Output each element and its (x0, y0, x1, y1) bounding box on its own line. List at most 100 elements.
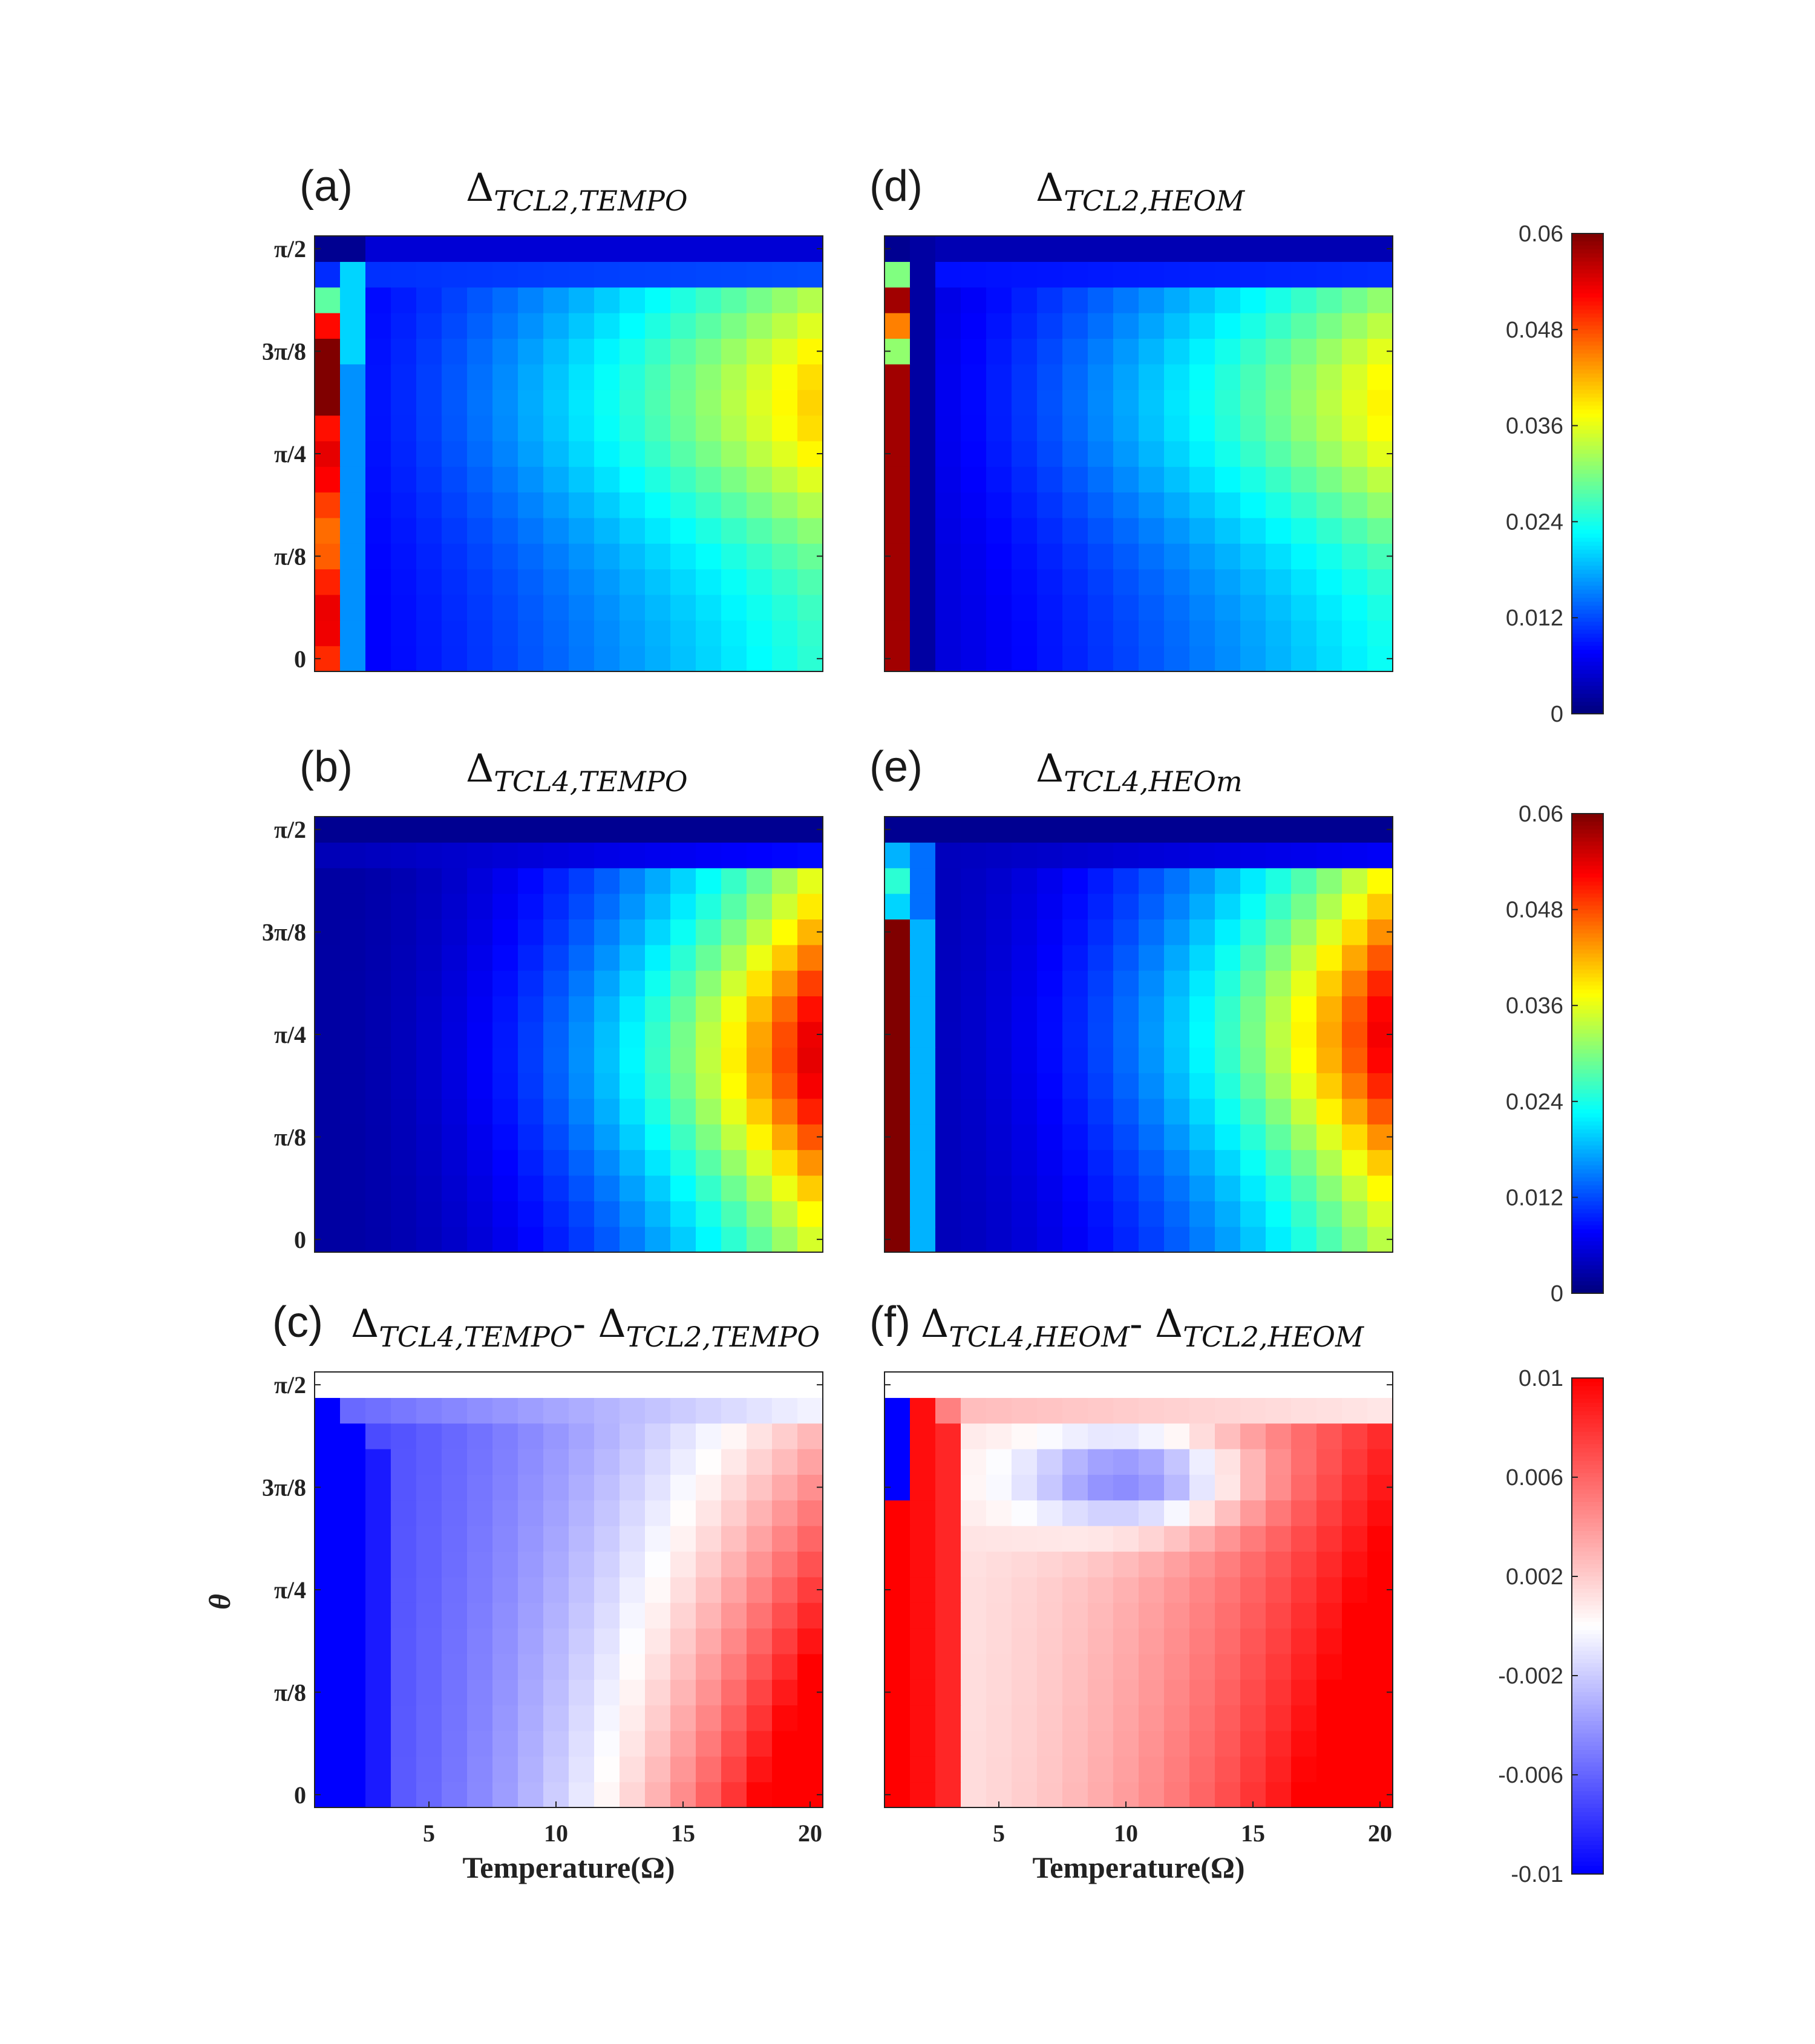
heatmap-cell (696, 364, 722, 390)
colorbar-segment (1572, 1213, 1603, 1218)
heatmap-cell (1342, 645, 1368, 672)
heatmap-cell (986, 492, 1012, 518)
heatmap-cell (569, 261, 595, 288)
heatmap-cell (340, 1653, 366, 1680)
heatmap-cell (1266, 867, 1292, 894)
heatmap-cell (492, 313, 518, 339)
colorbar-segment (1572, 814, 1603, 818)
heatmap-cell (518, 1576, 544, 1603)
heatmap-cell (696, 1526, 722, 1552)
heatmap-cell (620, 236, 646, 262)
heatmap-cell (1113, 1047, 1139, 1074)
heatmap-cell (645, 517, 671, 544)
heatmap-cell (569, 1756, 595, 1783)
colorbar-segment (1572, 1161, 1603, 1166)
heatmap-cell (569, 313, 595, 339)
heatmap-cell (1266, 390, 1292, 416)
heatmap-cell (340, 867, 366, 894)
heatmap-cell (1088, 287, 1114, 313)
heatmap-cell (797, 594, 823, 621)
colorbar-segment (1572, 1415, 1603, 1420)
heatmap-cell (1062, 893, 1088, 920)
heatmap-cell (1088, 594, 1114, 621)
heatmap-cell (391, 1372, 417, 1398)
heatmap-cell (1240, 944, 1266, 971)
colorbar-segment (1572, 1241, 1603, 1246)
heatmap-cell (910, 996, 936, 1022)
heatmap-cell (1113, 440, 1139, 467)
heatmap-cell (1189, 364, 1215, 390)
heatmap-cell (1240, 1730, 1266, 1757)
heatmap-cell (365, 645, 391, 672)
heatmap-cell (645, 1526, 671, 1552)
heatmap-cell (1215, 261, 1241, 288)
heatmap-cell (1342, 1551, 1368, 1578)
heatmap-cell (1139, 842, 1165, 869)
heatmap-cell (391, 415, 417, 442)
heatmap-cell (594, 1602, 620, 1629)
colorbar-segment (1572, 1663, 1603, 1668)
colorbar-segment (1572, 305, 1603, 310)
heatmap-cell (365, 1449, 391, 1475)
heatmap-cell (1367, 1602, 1393, 1629)
heatmap-cell (518, 1449, 544, 1475)
heatmap-cell (391, 1047, 417, 1074)
heatmap-cell (670, 390, 696, 416)
heatmap-cell (1012, 867, 1038, 894)
heatmap-cell (1088, 1372, 1114, 1398)
heatmap-cell (1342, 1201, 1368, 1227)
heatmap-cell (416, 1653, 442, 1680)
colorbar-segment (1572, 1857, 1603, 1863)
panel-title: ΔTCL4,TEMPO (466, 746, 688, 798)
colorbar-segment (1572, 1750, 1603, 1755)
colorbar-segment (1572, 1249, 1603, 1254)
heatmap-cell (1367, 569, 1393, 595)
heatmap-cell (986, 1021, 1012, 1048)
colorbar-segment (1572, 1021, 1603, 1027)
heatmap-cell (670, 1551, 696, 1578)
heatmap-cell (594, 1474, 620, 1501)
heatmap-cell (1316, 1073, 1342, 1099)
heatmap-cell (1342, 1149, 1368, 1176)
heatmap-cell (961, 620, 987, 647)
heatmap-cell (696, 466, 722, 493)
heatmap-cell (518, 492, 544, 518)
heatmap-cell (986, 919, 1012, 945)
heatmap-cell (492, 1175, 518, 1201)
heatmap-cell (1113, 1021, 1139, 1048)
colorbar-segment (1572, 241, 1603, 246)
heatmap-cell (1215, 313, 1241, 339)
heatmap-cell (620, 1474, 646, 1501)
heatmap-cell (1240, 364, 1266, 390)
colorbar-segment (1572, 837, 1603, 843)
heatmap-cell (391, 466, 417, 493)
heatmap-cell (518, 1500, 544, 1526)
heatmap-cell (442, 492, 468, 518)
heatmap-cell (986, 390, 1012, 416)
heatmap-cell (670, 338, 696, 365)
heatmap-cell (391, 1730, 417, 1757)
heatmap-cell (670, 415, 696, 442)
heatmap-cell (1367, 842, 1393, 869)
heatmap-cell (1266, 1098, 1292, 1125)
heatmap-cell (620, 1423, 646, 1449)
heatmap-cell (747, 1149, 773, 1176)
heatmap-cell (1113, 1576, 1139, 1603)
heatmap-cell (645, 970, 671, 997)
heatmap-cell (620, 364, 646, 390)
heatmap-cell (1266, 1175, 1292, 1201)
heatmap-cell (1266, 338, 1292, 365)
heatmap-cell (1113, 492, 1139, 518)
heatmap-cell (1012, 1047, 1038, 1074)
heatmap-cell (1342, 1124, 1368, 1151)
heatmap-cell (1164, 492, 1190, 518)
heatmap-cell (391, 287, 417, 313)
heatmap-cell (1012, 440, 1038, 467)
colorbar-segment (1572, 705, 1603, 711)
heatmap-cell (1266, 1149, 1292, 1176)
heatmap-cell (1367, 1526, 1393, 1552)
heatmap-cell (467, 620, 493, 647)
heatmap-cell (543, 1526, 569, 1552)
heatmap-cell (910, 1781, 936, 1808)
heatmap-cell (1164, 1526, 1190, 1552)
